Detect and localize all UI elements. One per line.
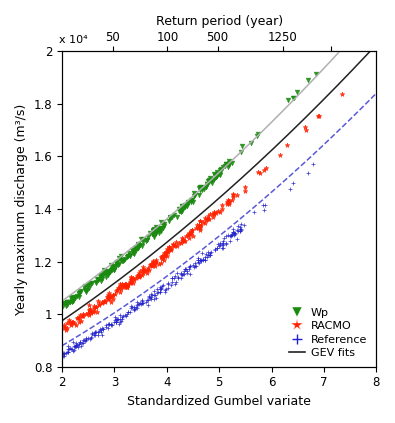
Text: x 10⁴: x 10⁴ xyxy=(59,35,88,45)
X-axis label: Standardized Gumbel variate: Standardized Gumbel variate xyxy=(127,395,311,408)
Y-axis label: Yearly maximum discharge (m³/s): Yearly maximum discharge (m³/s) xyxy=(15,103,28,315)
Legend: Wp, RACMO, Reference, GEV fits: Wp, RACMO, Reference, GEV fits xyxy=(286,305,371,361)
X-axis label: Return period (year): Return period (year) xyxy=(156,15,283,28)
